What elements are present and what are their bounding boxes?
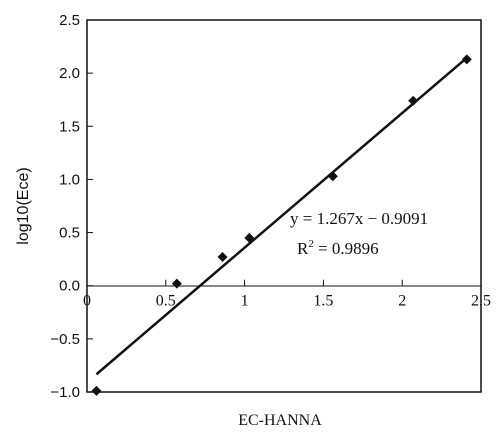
y-tick-label: −1.0 xyxy=(50,384,80,401)
r-squared-value: = 0.9896 xyxy=(314,239,379,258)
data-point xyxy=(327,171,338,182)
y-axis: 2.5 2.0 1.5 1.0 0.5 0.0 −0.5 −1.0 xyxy=(50,12,93,401)
y-tick-label: 1.0 xyxy=(59,171,80,188)
x-tick-label: 0 xyxy=(83,293,91,310)
x-tick-label: 1.5 xyxy=(313,293,333,310)
x-tick-label: 1 xyxy=(241,293,249,310)
y-tick-label: −0.5 xyxy=(50,331,80,348)
y-tick-label: 0.5 xyxy=(59,225,80,242)
data-point xyxy=(217,252,228,263)
y-tick-label: 0.0 xyxy=(59,278,80,295)
y-tick-label: 2.5 xyxy=(59,12,80,29)
y-tick-label: 1.5 xyxy=(59,118,80,135)
x-axis: 0 0.5 1 1.5 2 2.5 xyxy=(83,279,491,310)
r-squared-symbol: R xyxy=(297,239,309,258)
data-point xyxy=(91,385,102,396)
r-squared-label: R2 = 0.9896 xyxy=(297,238,379,258)
r-squared-superscript: 2 xyxy=(308,238,314,250)
y-tick-label: 2.0 xyxy=(59,65,80,82)
data-point xyxy=(408,95,419,106)
x-tick-label: 2.5 xyxy=(471,293,491,310)
plot-area-frame xyxy=(86,19,482,393)
trendline xyxy=(95,56,468,376)
x-tick-label: 2 xyxy=(398,293,406,310)
data-points xyxy=(91,54,472,396)
data-point xyxy=(171,278,182,289)
regression-equation: y = 1.267x − 0.9091 xyxy=(290,209,428,228)
x-axis-title: EC-HANNA xyxy=(238,412,322,429)
y-axis-title: log10(Ece) xyxy=(15,167,32,244)
data-point xyxy=(244,232,255,243)
x-tick-label: 0.5 xyxy=(156,293,176,310)
data-point xyxy=(461,54,472,65)
